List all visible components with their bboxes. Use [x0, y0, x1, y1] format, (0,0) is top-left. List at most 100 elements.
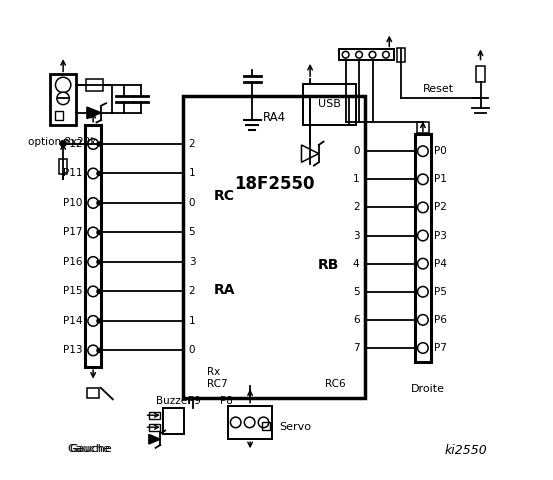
Text: 18F2550: 18F2550 — [234, 175, 314, 192]
Bar — [228, 406, 272, 439]
Text: P14: P14 — [63, 316, 82, 326]
Text: P16: P16 — [63, 257, 82, 267]
Bar — [149, 412, 160, 419]
Text: P9: P9 — [187, 396, 200, 406]
Text: Rx: Rx — [207, 367, 220, 377]
Bar — [476, 66, 485, 82]
Text: 5: 5 — [189, 228, 195, 238]
Text: 1: 1 — [189, 316, 195, 326]
Circle shape — [57, 92, 69, 105]
Text: P2: P2 — [434, 203, 447, 213]
Text: P8: P8 — [220, 396, 233, 406]
Text: 4: 4 — [353, 259, 359, 269]
Circle shape — [88, 227, 98, 238]
Text: Gauche: Gauche — [69, 444, 112, 454]
Bar — [415, 134, 431, 362]
Text: Reset: Reset — [423, 84, 454, 94]
Circle shape — [418, 230, 428, 241]
Circle shape — [88, 345, 98, 356]
Circle shape — [244, 417, 255, 428]
Text: ki2550: ki2550 — [445, 444, 488, 457]
Bar — [303, 84, 356, 125]
Circle shape — [231, 417, 241, 428]
Text: 0: 0 — [353, 146, 359, 156]
Circle shape — [88, 139, 98, 149]
Text: 3: 3 — [189, 257, 195, 267]
Circle shape — [97, 201, 101, 205]
Circle shape — [88, 316, 98, 326]
Polygon shape — [149, 434, 160, 444]
Bar — [339, 49, 394, 60]
Text: 5: 5 — [353, 287, 359, 297]
Text: P7: P7 — [434, 343, 447, 353]
Circle shape — [418, 258, 428, 269]
Circle shape — [97, 142, 101, 146]
Text: 3: 3 — [353, 230, 359, 240]
Circle shape — [418, 314, 428, 325]
Bar — [149, 424, 160, 431]
Text: USB: USB — [318, 99, 341, 109]
Text: 1: 1 — [189, 168, 195, 179]
Circle shape — [97, 289, 101, 293]
Text: RC6: RC6 — [326, 379, 346, 389]
Text: 0: 0 — [189, 198, 195, 208]
Text: P3: P3 — [434, 230, 447, 240]
Text: P1: P1 — [434, 174, 447, 184]
Text: Servo: Servo — [279, 422, 311, 432]
Circle shape — [88, 257, 98, 267]
Bar — [262, 422, 270, 430]
Text: P17: P17 — [63, 228, 82, 238]
Text: Droite: Droite — [411, 384, 445, 394]
Bar — [163, 408, 184, 434]
Circle shape — [418, 174, 428, 185]
Text: 7: 7 — [353, 343, 359, 353]
Text: RA4: RA4 — [263, 111, 286, 124]
Text: 2: 2 — [189, 139, 195, 149]
Bar — [59, 159, 67, 174]
Circle shape — [60, 141, 66, 146]
Bar — [417, 122, 429, 133]
Text: RA: RA — [214, 283, 236, 297]
Text: P6: P6 — [434, 315, 447, 325]
Text: P11: P11 — [63, 168, 82, 179]
Text: RC7: RC7 — [207, 379, 227, 389]
Circle shape — [55, 77, 71, 93]
Text: option 8x22k: option 8x22k — [28, 137, 96, 146]
Bar — [397, 48, 405, 62]
Text: P15: P15 — [63, 287, 82, 297]
Circle shape — [97, 319, 101, 323]
Circle shape — [88, 198, 98, 208]
Circle shape — [418, 343, 428, 353]
Text: 0: 0 — [189, 346, 195, 355]
Bar — [183, 96, 366, 398]
Text: P0: P0 — [434, 146, 447, 156]
Circle shape — [97, 260, 101, 264]
Circle shape — [342, 51, 349, 58]
Text: Gauche: Gauche — [67, 444, 109, 454]
Circle shape — [418, 146, 428, 156]
Text: Buzzer: Buzzer — [155, 396, 191, 406]
Bar — [87, 388, 99, 398]
Circle shape — [356, 51, 362, 58]
Text: P5: P5 — [434, 287, 447, 297]
Circle shape — [88, 168, 98, 179]
Bar — [86, 125, 101, 367]
Text: 2: 2 — [353, 203, 359, 213]
Circle shape — [418, 202, 428, 213]
Polygon shape — [87, 107, 101, 119]
Text: 1: 1 — [353, 174, 359, 184]
Text: P4: P4 — [434, 259, 447, 269]
Circle shape — [97, 171, 101, 175]
Bar — [86, 79, 103, 91]
Text: P10: P10 — [63, 198, 82, 208]
Text: 2: 2 — [189, 287, 195, 297]
Circle shape — [88, 286, 98, 297]
Circle shape — [258, 417, 269, 428]
Bar — [50, 74, 76, 125]
Circle shape — [97, 348, 101, 352]
Circle shape — [383, 51, 389, 58]
Text: P13: P13 — [63, 346, 82, 355]
Circle shape — [369, 51, 376, 58]
Text: P12: P12 — [63, 139, 82, 149]
Circle shape — [418, 287, 428, 297]
